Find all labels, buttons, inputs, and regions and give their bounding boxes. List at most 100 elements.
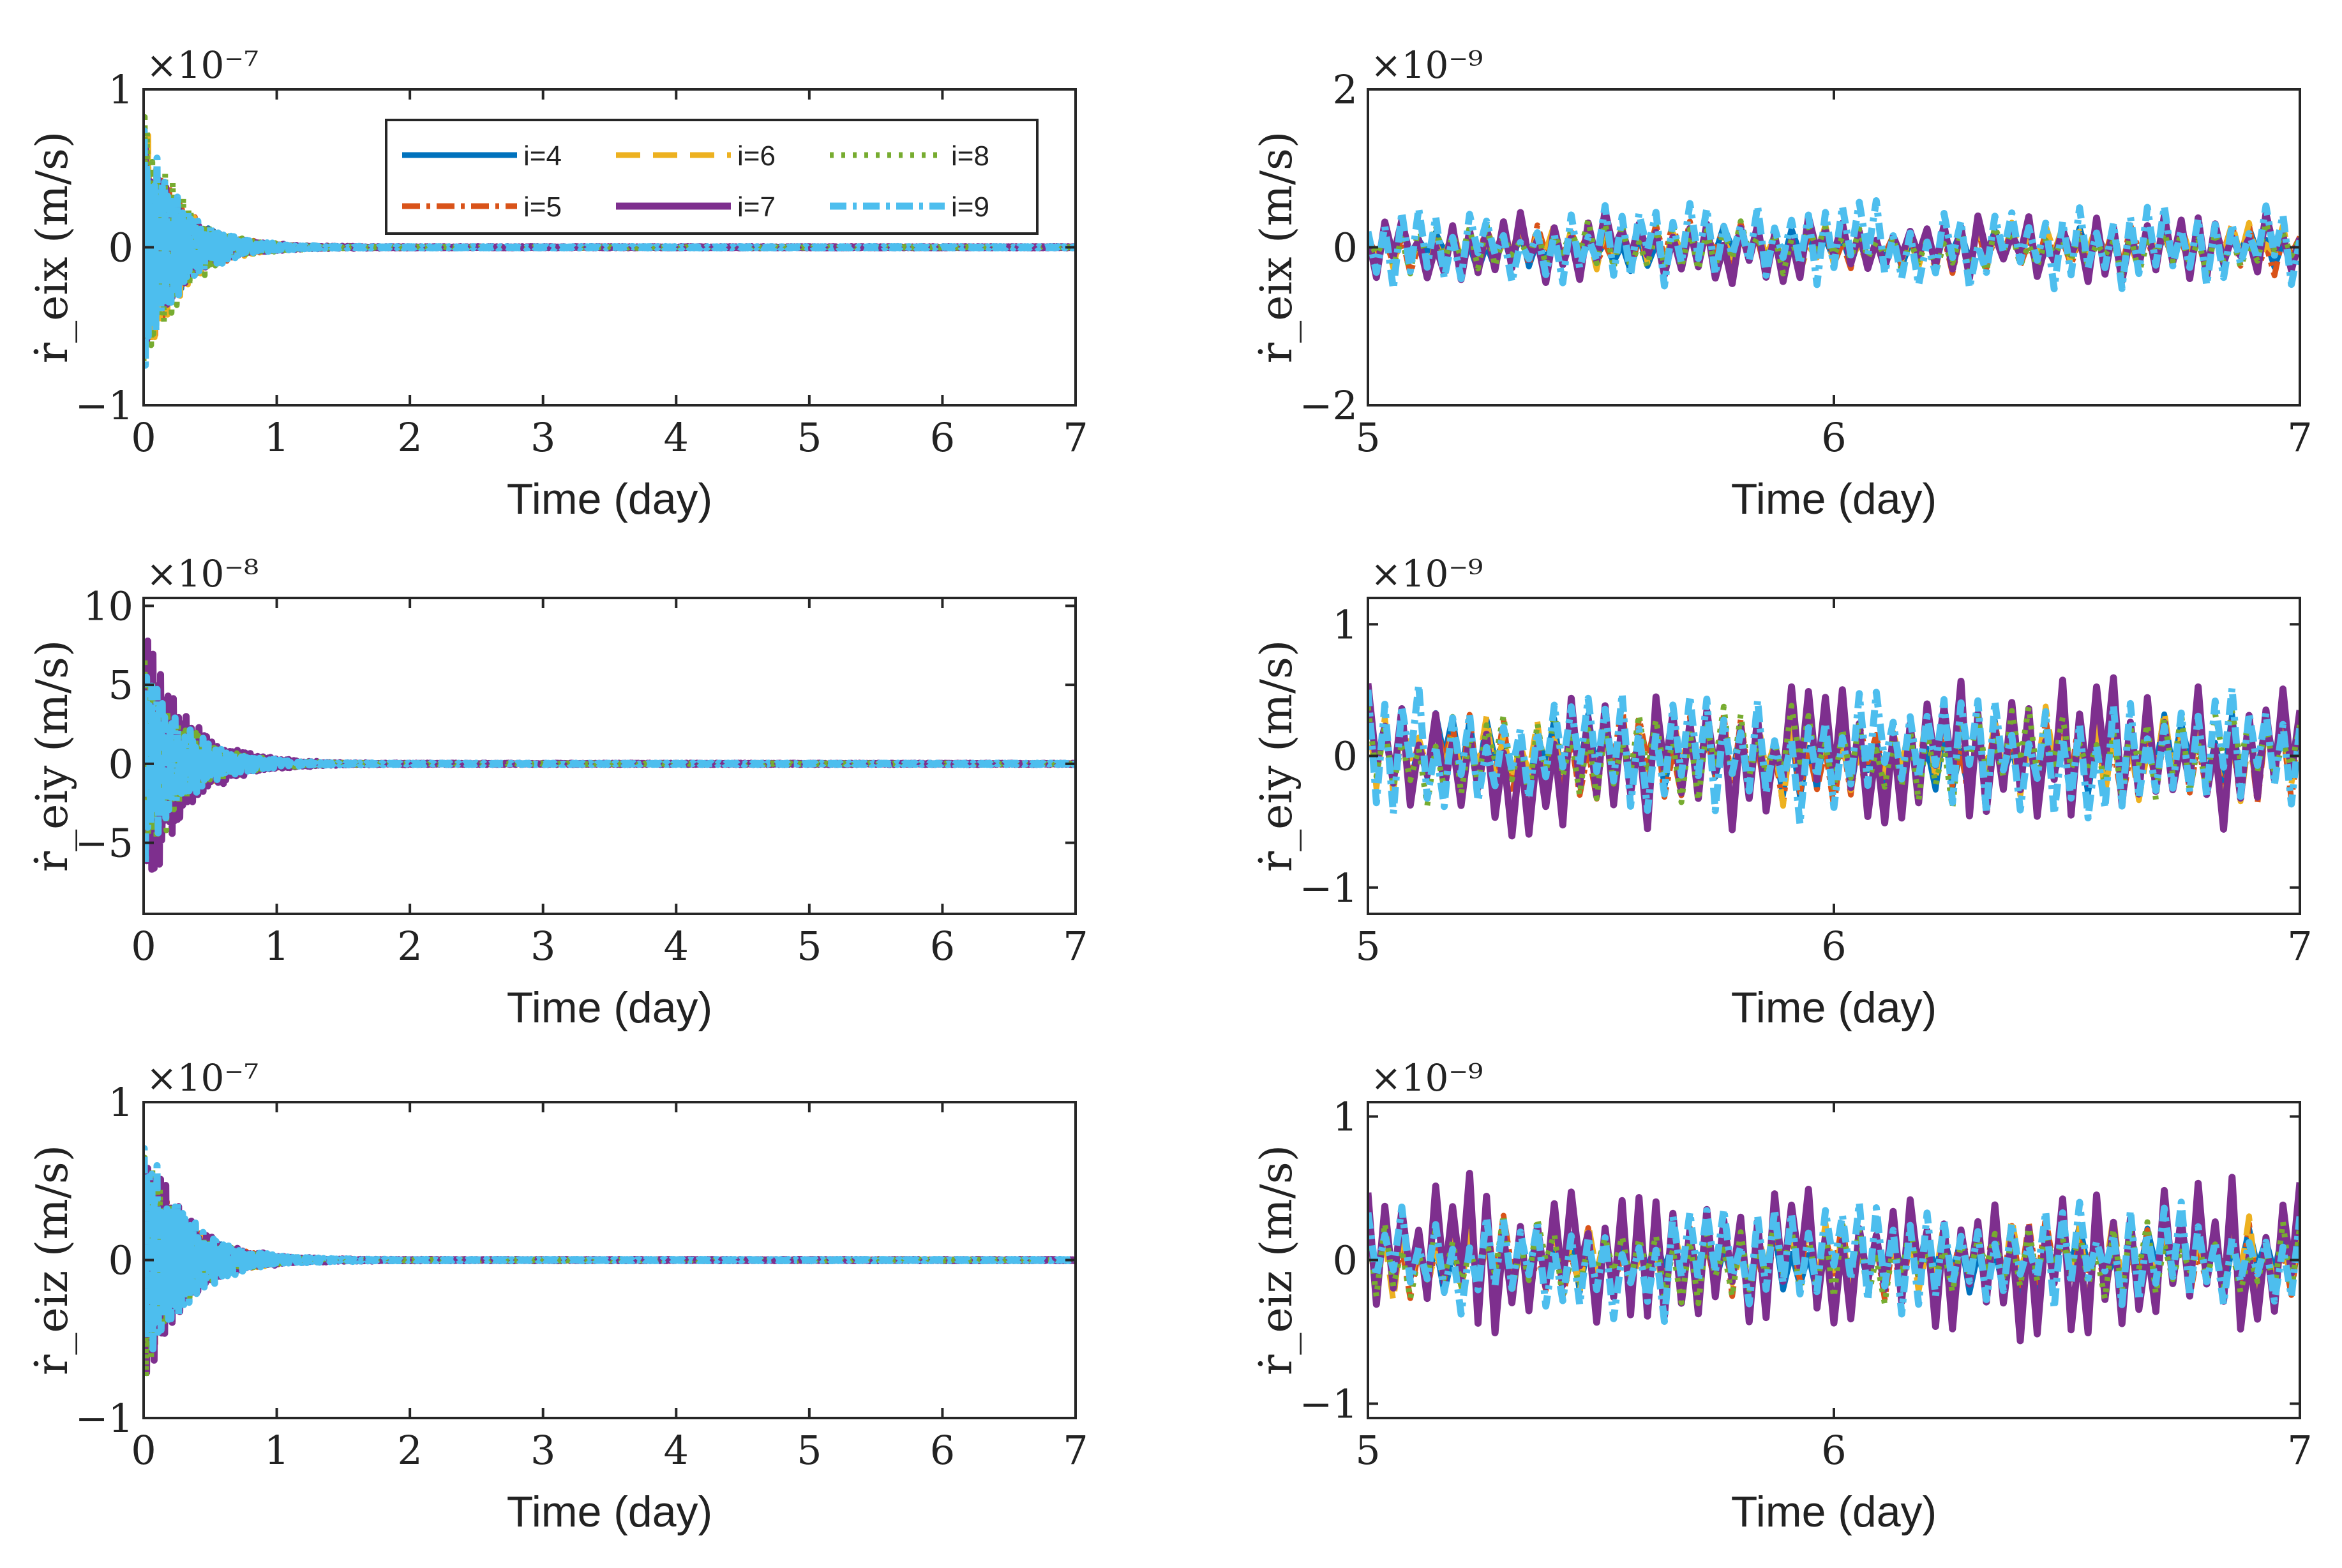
x-tick-label: 3 [530,414,555,461]
axes-frame [142,597,1077,915]
x-tick-label: 7 [1063,1427,1088,1474]
y-tick-label: 0 [1333,1237,1358,1284]
y-tick-label: 1 [109,66,133,113]
legend-entry: i=6 [737,140,776,172]
x-tick-label: 3 [530,923,555,969]
x-tick-label: 5 [797,1427,822,1474]
x-tick-label: 0 [131,1427,156,1474]
x-tick-label: 1 [264,1427,289,1474]
x-tick-label: 6 [1821,1427,1846,1474]
y-axis-label: ṙ_eiy (m/s) [1252,640,1302,872]
x-tick-label: 2 [397,1427,422,1474]
x-tick-label: 7 [2287,414,2312,461]
legend-entry: i=7 [737,191,776,223]
series-group [144,638,1076,873]
x-tick-label: 4 [664,414,689,461]
series-group [1368,1170,2300,1345]
x-tick-label: 5 [1355,1427,1380,1474]
plot-area [144,598,1076,914]
y-tick-label: −1 [75,1395,133,1442]
x-tick-label: 0 [131,923,156,969]
series-line-i9 [1368,1198,2300,1325]
axis-exponent: ×10⁻⁷ [146,43,259,87]
series-line-i9 [144,127,1076,369]
y-tick-label: 1 [1333,601,1358,648]
y-axis-label: ṙ_eix (m/s) [27,131,78,364]
x-tick-label: 4 [664,1427,689,1474]
y-tick-label: −2 [1300,382,1358,429]
legend: i=4 i=5 i=6 i=7 i=8 i=9 [385,119,1039,235]
series-line-i9 [1368,197,2300,293]
axis-exponent: ×10⁻⁹ [1370,552,1483,595]
series-group [144,114,1076,369]
panel-p2: 5 6 7 −2 0 2 ×10⁻⁹ Time (day) ṙ_eix (m/s) [1252,43,2313,523]
x-tick-label: 4 [664,923,689,969]
x-axis-label: Time (day) [1731,983,1937,1032]
x-tick-label: 3 [530,1427,555,1474]
x-tick-label: 2 [397,923,422,969]
y-tick-label: 0 [1333,733,1358,780]
panel-p6: 5 6 7 −1 0 1 ×10⁻⁹ Time (day) ṙ_eiz (m/s) [1252,1056,2313,1536]
y-tick-label: 5 [109,662,133,708]
legend-entry: i=9 [951,191,989,223]
y-axis-label: ṙ_eiz (m/s) [27,1145,78,1375]
y-tick-label: 1 [109,1079,133,1126]
y-axis-label: ṙ_eiy (m/s) [27,640,78,872]
x-axis-label: Time (day) [507,475,712,523]
x-tick-label: 5 [1355,923,1380,969]
axis-exponent: ×10⁻⁹ [1370,1056,1483,1100]
x-tick-label: 7 [1063,923,1088,969]
x-tick-label: 1 [264,923,289,969]
series-group [1368,197,2300,293]
legend-entry: i=4 [523,140,562,172]
x-tick-label: 0 [131,414,156,461]
y-tick-label: −1 [75,382,133,429]
y-tick-label: −1 [1300,865,1358,911]
series-line-i8 [1368,1211,2300,1307]
y-tick-label: −5 [75,820,133,867]
axis-exponent: ×10⁻⁸ [146,552,259,595]
panel-p4: 5 6 7 −1 0 1 ×10⁻⁹ Time (day) ṙ_eiy (m/s) [1252,552,2313,1032]
x-tick-label: 6 [930,923,955,969]
x-tick-label: 6 [1821,923,1846,969]
series-line-i9 [144,1145,1076,1353]
y-tick-label: 10 [83,583,133,629]
series-group [144,1145,1076,1380]
x-axis-label: Time (day) [507,983,712,1032]
x-tick-label: 7 [1063,414,1088,461]
x-tick-label: 6 [930,414,955,461]
y-tick-label: 0 [109,1237,133,1284]
legend-entry: i=5 [523,191,562,223]
x-tick-label: 7 [2287,1427,2312,1474]
y-axis-label: ṙ_eix (m/s) [1252,131,1302,364]
x-axis-label: Time (day) [1731,475,1937,523]
x-tick-label: 6 [1821,414,1846,461]
x-tick-label: 7 [2287,923,2312,969]
series-line-i9 [1368,681,2300,828]
y-tick-label: 1 [1333,1094,1358,1140]
x-tick-label: 5 [1355,414,1380,461]
y-tick-label: −1 [1300,1381,1358,1428]
x-tick-label: 2 [397,414,422,461]
x-axis-label: Time (day) [1731,1488,1937,1536]
x-tick-label: 5 [797,414,822,461]
axis-exponent: ×10⁻⁹ [1370,43,1483,87]
y-axis-label: ṙ_eiz (m/s) [1252,1145,1302,1375]
y-tick-label: 0 [1333,225,1358,271]
x-tick-label: 6 [930,1427,955,1474]
series-line-i9 [144,673,1076,868]
axis-exponent: ×10⁻⁷ [146,1056,259,1100]
y-tick-label: 0 [109,225,133,271]
panel-p3: 0 1 2 3 4 5 6 7 −5 0 5 10 ×10⁻⁸ Time (day) ṙ_eiy (m/s) [27,552,1088,1032]
series-group [1368,674,2300,840]
legend-entry: i=8 [951,140,989,172]
legend-box [385,119,1039,235]
x-tick-label: 5 [797,923,822,969]
x-axis-label: Time (day) [507,1488,712,1536]
y-tick-label: 2 [1333,66,1358,113]
y-tick-label: 0 [109,741,133,788]
x-tick-label: 1 [264,414,289,461]
